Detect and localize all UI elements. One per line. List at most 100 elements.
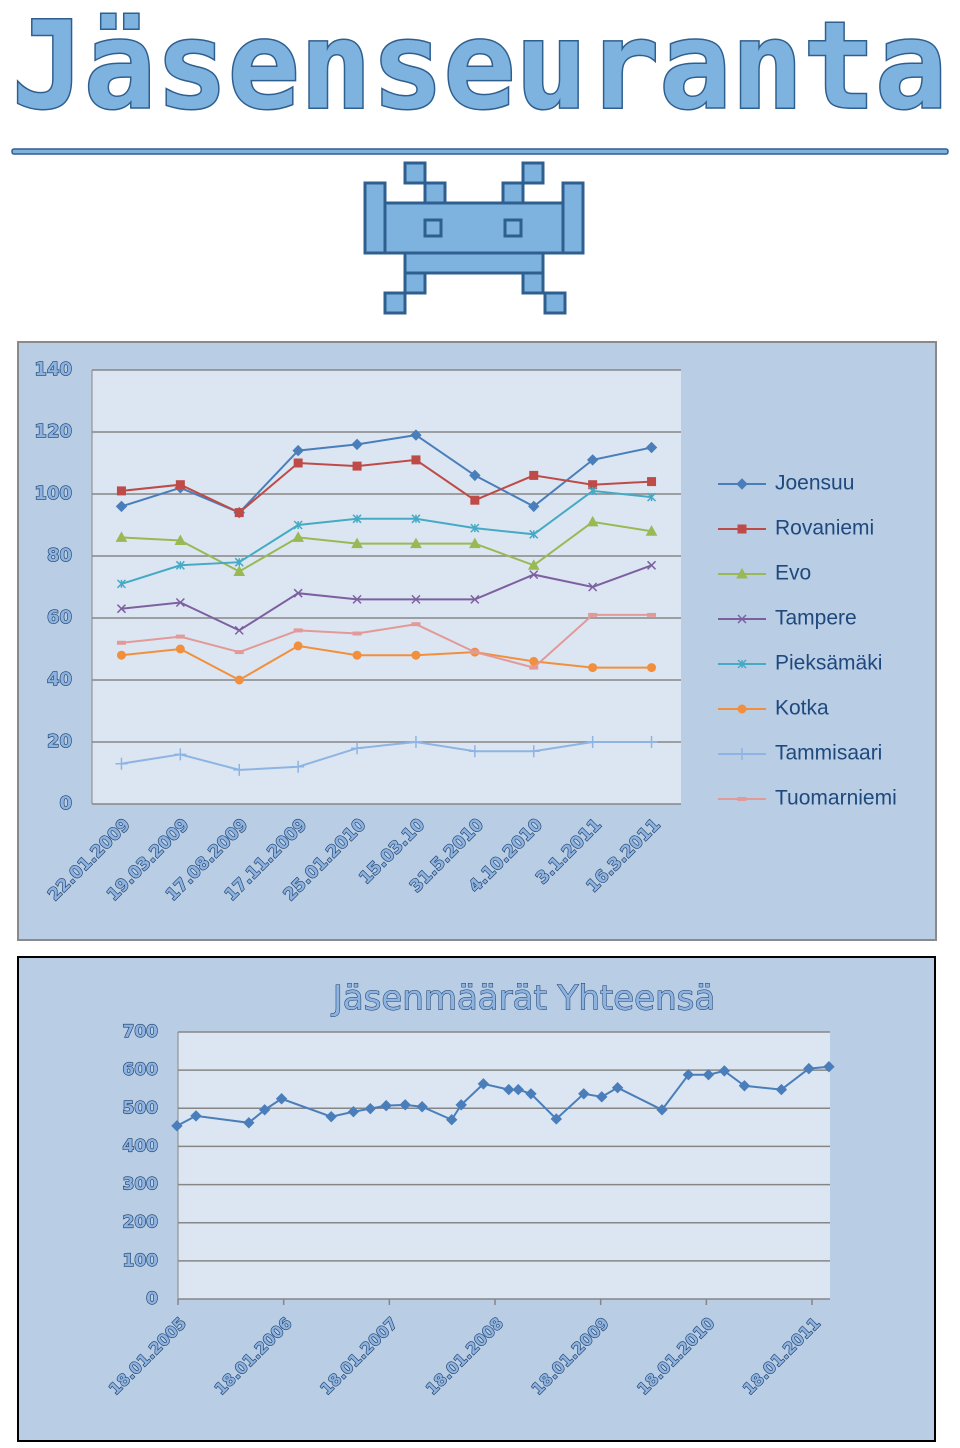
marker (578, 1088, 590, 1100)
marker (175, 560, 185, 570)
marker (292, 760, 305, 773)
marker (399, 1099, 411, 1111)
marker (409, 736, 422, 748)
marker (645, 736, 658, 748)
marker (512, 1083, 524, 1096)
marker (736, 748, 748, 760)
series-line (121, 434, 652, 514)
marker (477, 1078, 490, 1090)
marker (175, 644, 185, 654)
marker (470, 650, 480, 655)
marker (470, 495, 480, 505)
marker (588, 582, 598, 592)
marker (292, 444, 304, 457)
legend-label: Pieksämäki (775, 652, 882, 675)
marker (293, 458, 303, 468)
marker (275, 1093, 288, 1105)
marker (737, 797, 747, 801)
marker (588, 612, 598, 617)
marker (115, 757, 128, 770)
marker (174, 748, 187, 761)
marker (503, 1083, 515, 1096)
marker (737, 524, 747, 534)
marker (645, 525, 658, 536)
y-tick-label: 700 (123, 1022, 159, 1042)
y-tick-label: 140 (34, 359, 72, 380)
marker (736, 478, 748, 490)
marker (174, 534, 187, 545)
marker (468, 745, 481, 758)
marker (347, 1106, 360, 1118)
marker (469, 469, 481, 482)
marker (380, 1099, 392, 1112)
marker (411, 455, 421, 465)
y-tick-label: 40 (47, 669, 72, 690)
marker (351, 438, 363, 451)
legend-label: Tuomarniemi (775, 787, 897, 810)
marker (234, 625, 244, 635)
marker (737, 704, 747, 714)
y-tick-label: 300 (123, 1175, 159, 1195)
marker (656, 1104, 668, 1116)
marker (527, 559, 540, 570)
series-line (121, 489, 652, 585)
marker (411, 594, 421, 604)
marker (352, 514, 362, 524)
chart-title: Jäsenmäärät Yhteensä (331, 979, 715, 1019)
marker (529, 665, 539, 670)
marker (190, 1110, 202, 1122)
y-tick-label: 60 (47, 607, 72, 628)
marker (293, 520, 303, 530)
marker (647, 612, 657, 617)
y-tick-label: 200 (123, 1213, 159, 1233)
marker (718, 1065, 731, 1077)
marker (469, 537, 481, 549)
marker (115, 531, 128, 542)
marker (586, 515, 599, 527)
series-line (121, 520, 652, 573)
marker (529, 529, 539, 539)
legend-label: Tammisaari (775, 742, 882, 765)
marker (233, 565, 246, 576)
marker (116, 604, 126, 614)
marker (411, 514, 421, 524)
marker (234, 650, 244, 655)
marker (647, 560, 657, 570)
marker (611, 1081, 624, 1094)
marker (233, 763, 246, 776)
legend-label: Kotka (775, 697, 829, 720)
legend-label: Joensuu (775, 472, 854, 495)
marker (470, 594, 480, 604)
marker (645, 441, 658, 454)
marker (682, 1069, 695, 1081)
marker (411, 622, 421, 627)
marker (292, 531, 304, 542)
marker (528, 500, 540, 513)
marker (293, 628, 303, 633)
marker (529, 470, 539, 480)
marker (736, 567, 748, 579)
marker (116, 579, 126, 589)
marker (234, 675, 244, 685)
marker (293, 588, 303, 598)
marker (737, 659, 747, 669)
marker (293, 641, 303, 651)
marker (175, 480, 185, 490)
marker (116, 650, 126, 660)
marker (647, 477, 657, 487)
y-tick-label: 20 (47, 731, 72, 752)
marker (702, 1069, 715, 1081)
marker (647, 663, 657, 673)
marker (596, 1091, 608, 1103)
legend-label: Evo (775, 562, 811, 585)
marker (455, 1099, 467, 1111)
series-line (121, 644, 652, 682)
marker (175, 634, 185, 639)
marker (416, 1101, 428, 1113)
y-tick-label: 600 (123, 1060, 159, 1080)
marker (411, 650, 421, 660)
invader-icon (363, 161, 585, 315)
marker (234, 557, 244, 567)
